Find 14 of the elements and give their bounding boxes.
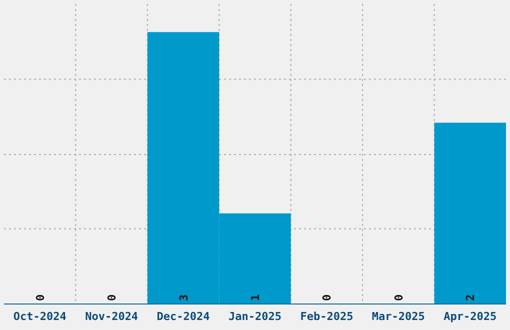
x-tick-label: Dec-2024 [156, 310, 210, 323]
x-tick-label: Oct-2024 [13, 310, 67, 323]
data-label: 0 [34, 294, 47, 301]
data-label: 2 [464, 294, 478, 301]
x-tick-label: Nov-2024 [85, 310, 138, 323]
x-tick-label: Mar-2025 [372, 310, 425, 323]
data-label: 0 [106, 294, 119, 301]
data-label: 0 [392, 294, 406, 301]
data-label: 0 [320, 294, 334, 301]
x-tick-label: Apr-2025 [444, 310, 497, 323]
x-tick-label: Feb-2025 [300, 310, 354, 323]
x-tick-label: Jan-2025 [228, 310, 282, 323]
data-label: 3 [177, 294, 190, 301]
data-label: 1 [249, 294, 262, 301]
